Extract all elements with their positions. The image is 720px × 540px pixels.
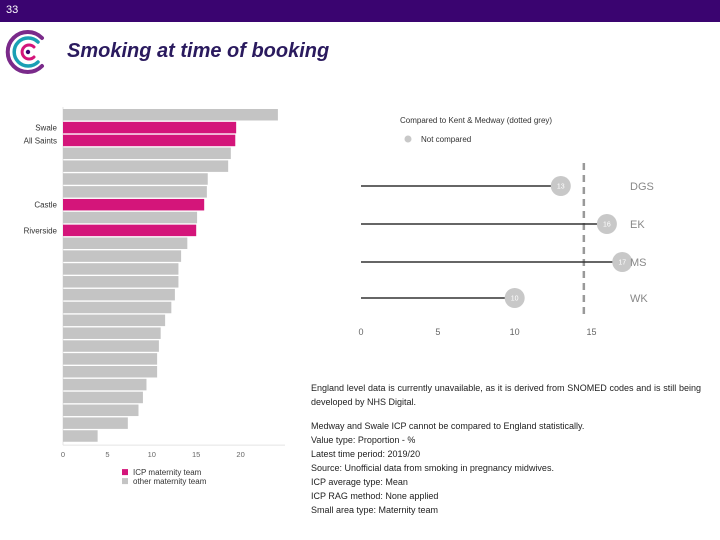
comparison-dot-chart: Compared to Kent & Medway (dotted grey) N… <box>358 116 654 337</box>
category-label: MS <box>630 257 647 269</box>
bar-x-tick-label: 20 <box>236 450 244 459</box>
bar <box>63 301 172 314</box>
bar <box>63 121 237 134</box>
bar <box>63 340 159 352</box>
bar <box>63 276 179 288</box>
bar-category-label: Riverside <box>24 226 58 235</box>
bar <box>63 147 231 160</box>
bar-x-tick-label: 15 <box>192 450 200 459</box>
bar-category-label: Swale <box>35 124 57 133</box>
slide-number: 33 <box>6 4 19 16</box>
notes-line: Small area type: Maternity team <box>311 505 439 515</box>
notes-line: ICP average type: Mean <box>311 477 408 487</box>
notes-intro: England level data is currently unavaila… <box>311 383 701 407</box>
category-label: EK <box>630 219 645 231</box>
bar <box>63 134 236 147</box>
bar <box>63 109 278 121</box>
value-label: 16 <box>603 222 611 229</box>
bar-category-label: All Saints <box>24 136 57 145</box>
bar-category-label: Castle <box>34 201 57 210</box>
bar <box>63 173 208 185</box>
notes-line: Medway and Swale ICP cannot be compared … <box>311 421 585 431</box>
bar <box>63 314 166 327</box>
value-dot <box>612 252 633 272</box>
value-dot <box>504 288 525 308</box>
category-label: DGS <box>630 181 654 193</box>
legend-label: other maternity team <box>133 477 207 486</box>
dot-x-tick-label: 0 <box>358 327 363 337</box>
bar <box>63 198 205 211</box>
value-label: 10 <box>511 296 519 303</box>
legend-dot <box>404 135 412 143</box>
value-label: 13 <box>557 184 565 191</box>
bar <box>63 224 197 237</box>
notes-lines: Medway and Swale ICP cannot be compared … <box>311 419 701 517</box>
bar-x-tick-label: 0 <box>61 450 65 459</box>
header-bar: 33 <box>0 0 720 22</box>
dot-x-tick-label: 10 <box>510 327 520 337</box>
notes-line: Value type: Proportion - % <box>311 435 416 445</box>
page-title: Smoking at time of booking <box>67 40 330 62</box>
bar-x-tick-label: 5 <box>105 450 109 459</box>
legend-label: Not compared <box>421 135 471 144</box>
bar <box>63 391 143 404</box>
bar <box>63 366 158 378</box>
dot-x-tick-label: 5 <box>435 327 440 337</box>
notes-line: ICP RAG method: None applied <box>311 491 439 501</box>
bar <box>63 327 161 339</box>
bar <box>63 186 207 198</box>
value-dot <box>550 176 571 196</box>
bar <box>63 404 139 417</box>
category-label: WK <box>630 293 648 305</box>
bar <box>63 288 175 301</box>
maternity-team-bar-chart: Swale All Saints Castle Riverside 0 5 10 15 20 IC… <box>24 107 285 486</box>
bar <box>63 378 147 391</box>
bar <box>63 237 188 249</box>
notes-line: Latest time period: 2019/20 <box>311 449 421 459</box>
bar <box>63 263 179 275</box>
concentric-c-logo-icon <box>5 30 44 74</box>
bar <box>63 417 128 429</box>
bar <box>63 160 229 172</box>
legend-swatch-other <box>122 478 128 485</box>
bar <box>63 430 98 442</box>
bar <box>63 353 158 365</box>
legend-swatch-icp <box>122 469 128 476</box>
bar-x-tick-label: 10 <box>148 450 156 459</box>
legend-label: ICP maternity team <box>133 468 202 477</box>
value-label: 17 <box>618 260 626 267</box>
bar <box>63 250 182 262</box>
notes-line: Source: Unofficial data from smoking in … <box>311 463 554 473</box>
dot-x-tick-label: 15 <box>587 327 597 337</box>
value-dot <box>596 214 617 234</box>
dot-chart-title: Compared to Kent & Medway (dotted grey) <box>400 116 552 125</box>
bar <box>63 211 198 224</box>
notes-panel: England level data is currently unavaila… <box>311 381 701 517</box>
